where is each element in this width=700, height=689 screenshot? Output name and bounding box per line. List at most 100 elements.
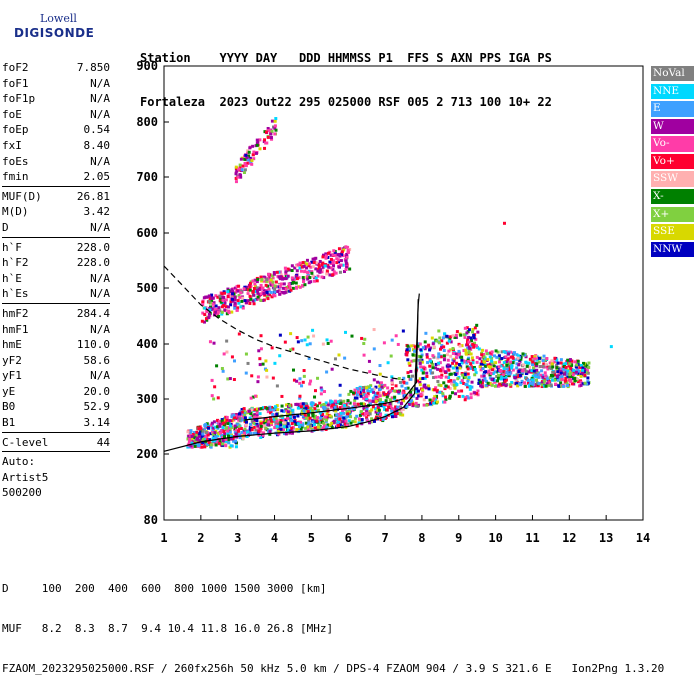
echo-point	[550, 362, 554, 366]
echo-point	[275, 424, 279, 428]
echo-point	[192, 441, 196, 445]
echo-point	[480, 374, 484, 378]
echo-point	[504, 375, 508, 379]
echo-point	[338, 254, 342, 258]
echo-point	[559, 371, 563, 375]
echo-point	[384, 392, 388, 396]
echo-point	[296, 414, 300, 418]
param-row: hmF1 N/A	[2, 322, 110, 338]
echo-point	[508, 383, 512, 387]
echo-point	[428, 364, 432, 368]
echo-point	[416, 379, 420, 383]
echo-point	[189, 429, 193, 433]
echo-point	[216, 418, 220, 422]
echo-point	[240, 408, 244, 412]
echo-point	[290, 418, 294, 422]
echo-point	[562, 363, 566, 367]
echo-point	[210, 296, 214, 300]
echo-point	[221, 436, 225, 440]
echo-point	[530, 355, 534, 359]
echo-point	[249, 280, 253, 284]
echo-point	[466, 338, 470, 342]
echo-point	[269, 290, 273, 294]
echo-point	[283, 340, 287, 344]
echo-point	[581, 366, 585, 370]
echo-point	[247, 161, 251, 165]
echo-point	[491, 372, 495, 376]
echo-point	[298, 394, 302, 398]
echo-point	[226, 305, 230, 309]
echo-point	[359, 392, 363, 396]
param-separator	[2, 431, 110, 433]
echo-point	[478, 365, 482, 369]
echo-point	[353, 416, 357, 420]
echo-point	[378, 391, 382, 395]
echo-point	[223, 420, 227, 424]
echo-point	[439, 384, 443, 388]
echo-point	[231, 437, 235, 441]
echo-point	[352, 402, 356, 406]
echo-point	[416, 344, 420, 348]
echo-point	[273, 287, 277, 291]
echo-point	[319, 386, 323, 390]
echo-point	[495, 375, 499, 379]
echo-point	[255, 411, 259, 415]
echo-point	[303, 404, 307, 408]
echo-point	[487, 369, 491, 373]
echo-point	[481, 378, 485, 382]
echo-point	[507, 368, 511, 372]
echo-point	[232, 378, 236, 382]
param-row: foEs N/A	[2, 154, 110, 170]
echo-point	[434, 362, 438, 366]
echo-point	[494, 349, 498, 353]
echo-point	[394, 408, 398, 412]
echo-point	[360, 336, 364, 340]
echo-point	[268, 405, 272, 409]
echo-point	[208, 297, 212, 301]
echo-point	[250, 414, 254, 418]
echo-point	[361, 402, 365, 406]
echo-point	[264, 417, 268, 421]
echo-point	[270, 405, 274, 409]
echo-point	[415, 396, 419, 400]
echo-point	[504, 355, 508, 359]
echo-point	[452, 383, 456, 387]
echo-point	[454, 364, 458, 368]
echo-point	[583, 373, 587, 377]
echo-point	[331, 268, 335, 272]
echo-point	[346, 399, 350, 403]
echo-point	[290, 431, 294, 435]
echo-point	[264, 359, 268, 363]
echo-point	[444, 384, 448, 388]
echo-point	[508, 372, 512, 376]
param-row: M(D) 3.42	[2, 204, 110, 220]
echo-point	[326, 251, 330, 255]
echo-point	[201, 300, 205, 304]
echo-point	[370, 408, 374, 412]
echo-point	[270, 418, 274, 422]
echo-point	[511, 361, 515, 365]
echo-point	[254, 428, 258, 432]
echo-point	[468, 384, 472, 388]
echo-point	[269, 136, 273, 140]
echo-point	[415, 390, 419, 394]
echo-point	[366, 389, 370, 393]
echo-point	[506, 357, 510, 361]
echo-point	[235, 284, 239, 288]
echo-point	[556, 361, 560, 365]
echo-point	[223, 442, 227, 446]
echo-point	[435, 389, 439, 393]
echo-point	[322, 276, 326, 280]
echo-point	[274, 421, 278, 425]
echo-point	[566, 383, 570, 387]
echo-point	[496, 368, 500, 372]
echo-point	[331, 253, 335, 257]
echo-point	[546, 367, 550, 371]
echo-point	[478, 380, 482, 384]
echo-point	[347, 419, 351, 423]
echo-point	[454, 352, 458, 356]
echo-point	[269, 428, 273, 432]
echo-point	[489, 371, 493, 375]
echo-point	[273, 284, 277, 288]
echo-point	[526, 378, 530, 382]
